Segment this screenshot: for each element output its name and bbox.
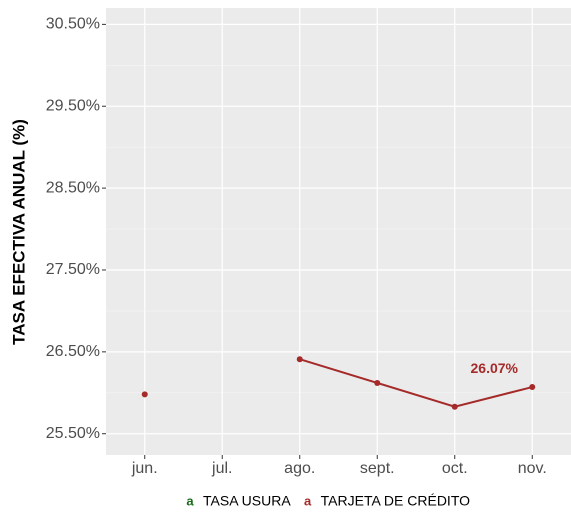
x-tick-label: jun.	[131, 460, 158, 477]
y-tick-label: 25.50%	[46, 425, 100, 442]
point	[451, 403, 458, 410]
y-tick-label: 26.50%	[46, 343, 100, 360]
panel	[106, 8, 571, 455]
legend-label: TASA USURA	[203, 493, 291, 509]
point	[296, 356, 303, 363]
x-tick-label: jul.	[211, 460, 232, 477]
y-tick-label: 27.50%	[46, 261, 100, 278]
x-tick-label: sept.	[360, 460, 395, 477]
legend-key: a	[186, 493, 194, 508]
x-tick-label: oct.	[442, 460, 468, 477]
y-tick-label: 29.50%	[46, 97, 100, 114]
x-tick-label: ago.	[284, 460, 315, 477]
point	[141, 391, 148, 398]
y-axis-title: TASA EFECTIVA ANUAL (%)	[9, 119, 28, 345]
x-tick-label: nov.	[518, 460, 547, 477]
point	[374, 379, 381, 386]
value-label: 26.07%	[471, 360, 519, 376]
series-line	[299, 358, 533, 408]
y-tick-label: 30.50%	[46, 16, 100, 33]
point	[529, 384, 536, 391]
legend-key: a	[304, 493, 312, 508]
y-tick-label: 28.50%	[46, 179, 100, 196]
legend-label: TARJETA DE CRÉDITO	[321, 493, 470, 509]
